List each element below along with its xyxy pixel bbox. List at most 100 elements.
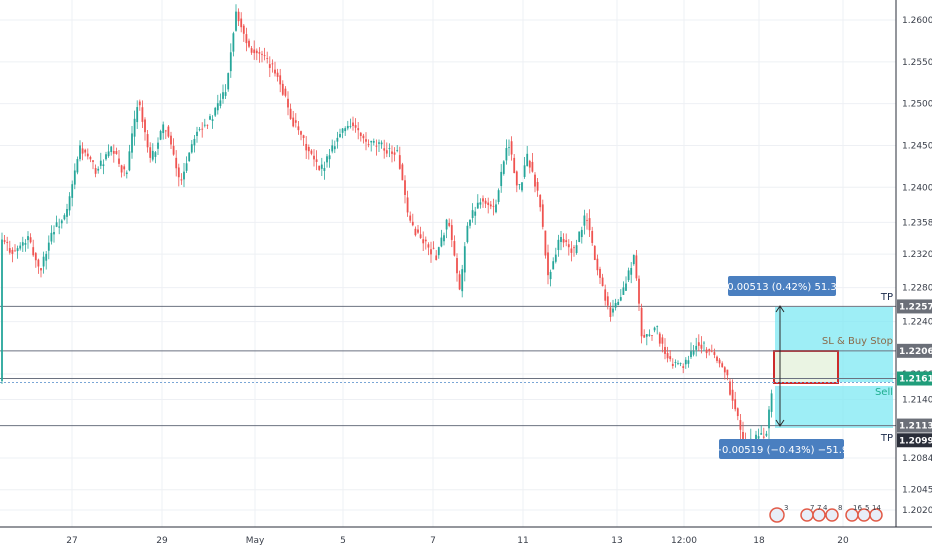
candle-body <box>622 287 625 295</box>
candle-body <box>625 283 627 291</box>
candle-body <box>315 159 318 162</box>
flag-icon[interactable] <box>812 508 826 522</box>
candle-body <box>427 244 430 248</box>
measure-label-down[interactable]: −0.00519 (−0.43%) −51.9 <box>714 439 849 459</box>
candle-body <box>378 142 380 144</box>
price-levels <box>0 305 896 427</box>
stop-loss-box[interactable] <box>773 350 839 384</box>
price-tick-label: 1.23580 <box>902 218 932 228</box>
sl-buy-stop-label: SL & Buy Stop <box>822 336 893 347</box>
candle-body <box>92 160 94 162</box>
candle-body <box>578 231 581 242</box>
time-tick-label: 11 <box>517 536 528 546</box>
candle-body <box>276 72 279 77</box>
candle-body <box>232 33 235 52</box>
candle-body <box>162 124 165 134</box>
candle-body <box>55 222 58 227</box>
candle-body <box>94 168 97 174</box>
candle-body <box>770 393 773 412</box>
price-tick-label: 1.24500 <box>902 141 932 151</box>
tp-upper-label: TP <box>880 292 893 303</box>
candle-body <box>531 161 534 172</box>
candle-body <box>237 11 240 22</box>
candle-body <box>705 349 708 354</box>
take-profit-zone-lower[interactable] <box>775 386 893 428</box>
candle-body <box>440 237 443 247</box>
candle-body <box>112 150 115 154</box>
candle-body <box>476 202 479 209</box>
candle-body <box>658 333 661 344</box>
candle-body <box>469 219 471 226</box>
price-tag-text: 1.22575 <box>899 302 932 312</box>
candle-body <box>248 40 250 47</box>
time-tick-label: 29 <box>156 536 168 546</box>
candle-body <box>669 356 672 360</box>
candle-body <box>263 55 266 57</box>
price-tick-label: 1.21400 <box>902 396 932 406</box>
candle-body <box>89 157 92 160</box>
candle-body <box>99 160 102 166</box>
candle-body <box>370 140 373 143</box>
candle-body <box>380 142 383 145</box>
candle-body <box>305 143 308 151</box>
event-count: 7 <box>810 504 814 512</box>
candle-body <box>71 184 74 198</box>
time-tick-label: 5 <box>340 536 346 546</box>
candle-body <box>245 34 248 44</box>
candle-body <box>45 253 48 261</box>
candle-body <box>300 131 302 135</box>
price-tag <box>897 371 932 386</box>
price-tag <box>897 299 932 314</box>
candle-body <box>721 363 724 368</box>
candle-body <box>105 154 107 160</box>
candle-body <box>617 301 620 305</box>
candle-body <box>528 160 531 168</box>
candle-body <box>396 150 399 151</box>
time-tick-label: 13 <box>611 536 622 546</box>
candle-body <box>196 131 198 136</box>
candle-body <box>258 52 261 54</box>
candle-body <box>297 126 300 131</box>
candle-body <box>253 49 256 54</box>
candle-body <box>409 215 412 221</box>
candle-body <box>682 366 685 368</box>
candle-body <box>14 250 16 252</box>
candle-body <box>302 135 305 138</box>
candle-body <box>250 48 253 53</box>
measure-arrow-up[interactable] <box>775 305 785 427</box>
flag-icon[interactable] <box>825 508 839 522</box>
event-count: 8 <box>838 504 842 512</box>
candle-body <box>188 152 191 162</box>
candle-body <box>177 167 180 178</box>
price-tick-label: 1.23200 <box>902 250 932 260</box>
candle-body <box>60 220 63 224</box>
candle-body <box>107 151 110 157</box>
flag-icon[interactable] <box>769 507 785 523</box>
candle-body <box>151 150 154 160</box>
candle-body <box>612 308 614 313</box>
candle-body <box>692 351 695 355</box>
candle-body <box>154 152 157 157</box>
candle-body <box>128 151 131 171</box>
candle-body <box>6 241 9 243</box>
candle-body <box>81 148 84 154</box>
candle-body <box>651 335 653 336</box>
candle-body <box>458 274 461 290</box>
economic-events[interactable]: 3 7 7 4 8 16 5 14 <box>769 504 883 523</box>
price-tag-text: 1.21614 <box>899 375 932 385</box>
candle-body <box>544 230 547 256</box>
candle-body <box>645 334 648 337</box>
candle-body <box>567 244 570 248</box>
measure-label-up[interactable]: 0.00513 (0.42%) 51.3 <box>727 276 837 296</box>
candle-body <box>739 420 742 430</box>
time-axis[interactable]: 27 29 May 5 7 11 13 12:00 18 20 <box>66 536 849 546</box>
candle-body <box>50 232 53 242</box>
candle-body <box>115 151 118 155</box>
candle-body <box>40 268 42 271</box>
candle-body <box>487 202 490 206</box>
candle-body <box>320 164 323 169</box>
flag-icon[interactable] <box>869 508 883 522</box>
candle-body <box>164 130 167 132</box>
candle-body <box>383 148 386 151</box>
